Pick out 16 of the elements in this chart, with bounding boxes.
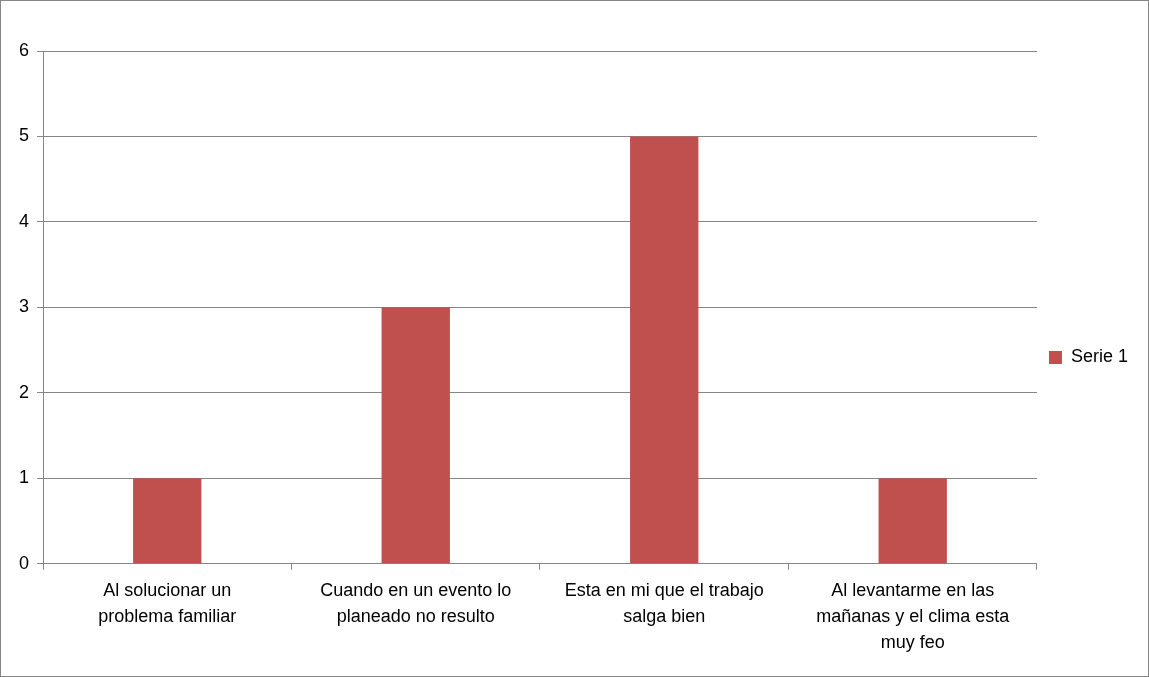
bar [133,478,202,564]
y-tick-label: 2 [19,381,30,402]
legend-label: Serie 1 [1070,346,1129,367]
y-tick-label: 0 [19,552,30,573]
y-tick-label: 6 [19,39,30,60]
x-tick-label: Al solucionar un problema familiar [98,579,237,626]
x-tick-label: Esta en mi que el trabajo salga bien [564,579,764,626]
bar [878,478,947,564]
y-tick-label: 5 [19,125,30,146]
y-tick-label: 3 [19,296,30,317]
y-tick-label: 4 [19,210,30,231]
bar [381,307,450,564]
bar [630,136,699,564]
y-tick-label: 1 [19,467,30,488]
x-tick-label: Cuando en un evento lo planeado no resulto [320,579,512,626]
x-tick-label: Al levantarme en las mañanas y el clima esta muy feo [816,579,1011,652]
